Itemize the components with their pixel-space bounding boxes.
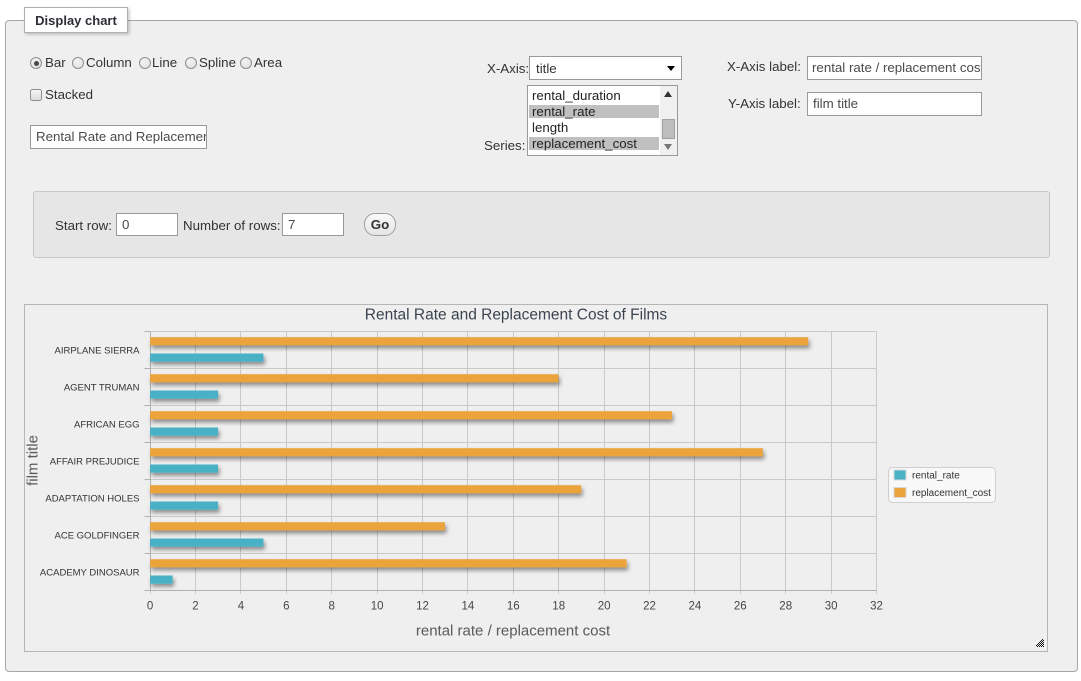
svg-text:ACADEMY DINOSAUR: ACADEMY DINOSAUR: [40, 568, 140, 579]
svg-text:32: 32: [870, 601, 883, 613]
svg-text:rental_rate: rental_rate: [912, 471, 960, 482]
svg-text:24: 24: [689, 601, 702, 613]
svg-text:AFRICAN EGG: AFRICAN EGG: [74, 420, 139, 431]
svg-text:2: 2: [192, 601, 198, 613]
svg-text:8: 8: [328, 601, 334, 613]
svg-text:4: 4: [238, 601, 245, 613]
svg-text:6: 6: [283, 601, 289, 613]
svg-text:30: 30: [825, 601, 838, 613]
svg-text:Rental Rate and Replacement Co: Rental Rate and Replacement Cost of Film…: [365, 307, 668, 324]
svg-text:rental rate / replacement cost: rental rate / replacement cost: [416, 623, 611, 640]
svg-text:20: 20: [598, 601, 611, 613]
svg-text:ACE GOLDFINGER: ACE GOLDFINGER: [55, 531, 140, 542]
svg-text:ADAPTATION HOLES: ADAPTATION HOLES: [45, 494, 139, 505]
svg-text:AFFAIR PREJUDICE: AFFAIR PREJUDICE: [50, 457, 140, 468]
svg-text:film title: film title: [25, 435, 42, 486]
svg-text:10: 10: [371, 601, 384, 613]
svg-text:12: 12: [416, 601, 429, 613]
svg-text:AIRPLANE SIERRA: AIRPLANE SIERRA: [55, 346, 141, 357]
svg-text:22: 22: [643, 601, 656, 613]
svg-text:28: 28: [779, 601, 792, 613]
svg-text:replacement_cost: replacement_cost: [912, 488, 991, 499]
svg-text:14: 14: [462, 601, 475, 613]
svg-text:AGENT TRUMAN: AGENT TRUMAN: [64, 383, 140, 394]
svg-text:18: 18: [552, 601, 565, 613]
svg-text:16: 16: [507, 601, 520, 613]
svg-text:0: 0: [147, 601, 153, 613]
svg-text:26: 26: [734, 601, 747, 613]
